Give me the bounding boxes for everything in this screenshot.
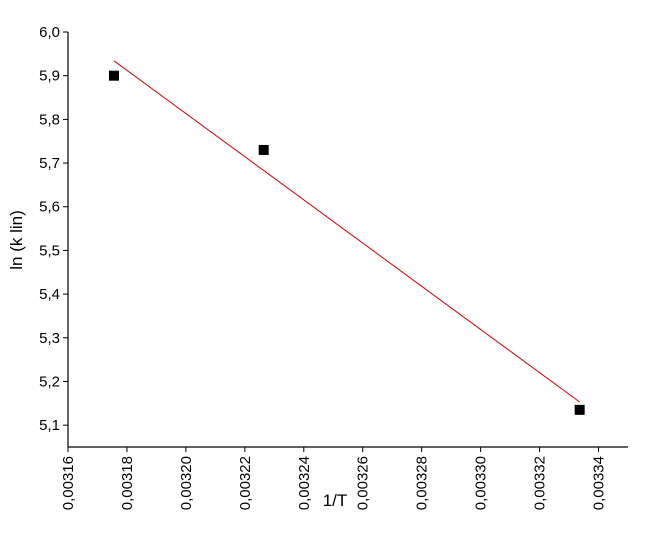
y-tick-label: 5,5 xyxy=(39,242,60,259)
x-tick-label: 0,00316 xyxy=(60,456,77,510)
x-tick-label: 0,00334 xyxy=(591,456,608,510)
y-axis-title: ln (k lin) xyxy=(7,210,26,270)
y-tick-label: 5,6 xyxy=(39,199,60,216)
x-axis-title: 1/T xyxy=(323,491,348,510)
y-tick-label: 5,8 xyxy=(39,111,60,128)
y-tick-label: 5,2 xyxy=(39,373,60,390)
fit-line xyxy=(113,60,580,403)
y-tick-label: 5,7 xyxy=(39,155,60,172)
data-point xyxy=(258,144,269,155)
y-tick-label: 5,4 xyxy=(39,286,60,303)
data-point xyxy=(574,404,585,415)
y-tick-label: 5,9 xyxy=(39,68,60,85)
x-tick-label: 0,00328 xyxy=(414,456,431,510)
x-tick-label: 0,00318 xyxy=(119,456,136,510)
y-tick-label: 5,3 xyxy=(39,330,60,347)
x-tick-label: 0,00322 xyxy=(237,456,254,510)
x-tick-label: 0,00326 xyxy=(355,456,372,510)
data-point xyxy=(108,70,119,81)
y-tick-label: 6,0 xyxy=(39,24,60,41)
x-tick-label: 0,00324 xyxy=(296,456,313,510)
x-tick-label: 0,00320 xyxy=(178,456,195,510)
y-tick-label: 5,1 xyxy=(39,417,60,434)
x-tick-label: 0,00330 xyxy=(473,456,490,510)
x-tick-label: 0,00332 xyxy=(532,456,549,510)
